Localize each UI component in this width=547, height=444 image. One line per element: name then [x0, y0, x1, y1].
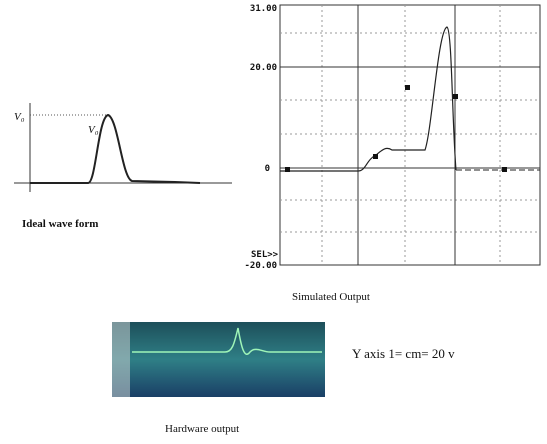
axis-label: 20.00 [250, 63, 277, 73]
marker [405, 85, 410, 90]
scope-trace [132, 327, 322, 355]
hardware-photo [112, 322, 325, 397]
plot-frame [279, 4, 541, 266]
scale-note: Y axis 1= cm= 20 v [352, 346, 455, 361]
peak-label: V₀ [14, 111, 25, 123]
wave-label: V₀ [88, 124, 99, 136]
caption: Ideal wave form [22, 218, 98, 230]
caption: Simulated Output [292, 291, 370, 303]
ideal-panel: V₀ V₀ Ideal wave form [14, 103, 232, 230]
marker [453, 94, 458, 99]
marker [373, 154, 378, 159]
axis-label: -20.00 [244, 261, 277, 271]
simulated-panel: 31.00 20.00 0 -20.00 SEL>> Simulated Out… [244, 4, 541, 303]
marker [285, 167, 290, 172]
axis-label: 0 [265, 164, 270, 174]
marker [502, 167, 507, 172]
caption: Hardware output [165, 423, 239, 435]
axis-label: SEL>> [251, 250, 279, 260]
grid [280, 5, 540, 265]
photo-edge [112, 322, 130, 397]
axis-label: 31.00 [250, 4, 277, 14]
ideal-wave [30, 113, 201, 184]
hardware-panel: Y axis 1= cm= 20 v Hardware output [112, 322, 455, 435]
sim-wave [280, 26, 457, 172]
